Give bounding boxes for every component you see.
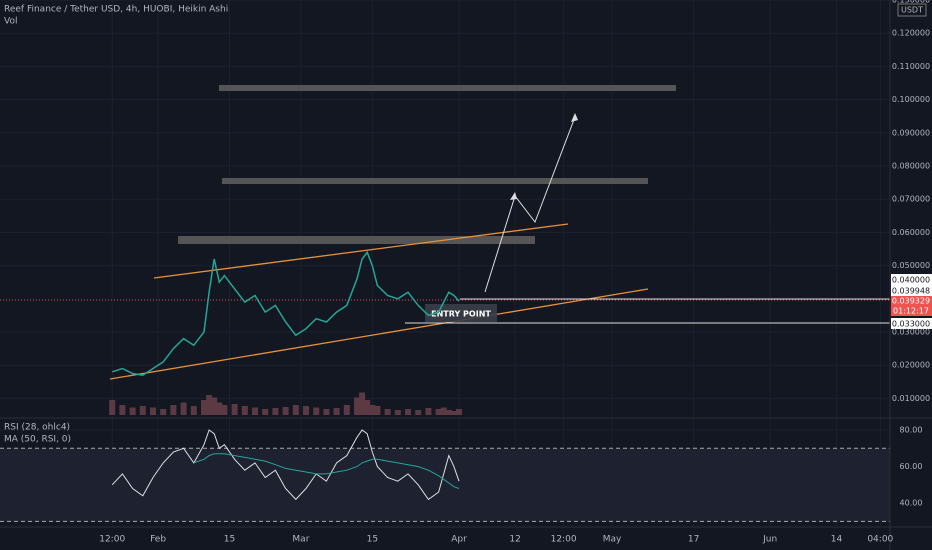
vol-label: Vol [4, 17, 17, 27]
y-tick-label: 0.030000 [892, 328, 930, 337]
y-tick-label: 0.020000 [892, 361, 930, 370]
volume-bar [364, 400, 371, 415]
ma-label: MA (50, RSI, 0) [4, 435, 71, 445]
price-tag [891, 286, 932, 296]
volume-bar [374, 406, 381, 415]
volume-bar [343, 405, 350, 415]
volume-bar [190, 406, 197, 415]
x-tick-label: 15 [367, 535, 378, 545]
rsi-band-fill [0, 448, 890, 522]
y-tick-label: 0.070000 [892, 195, 930, 204]
entry-box [425, 304, 497, 322]
rsi-title: RSI (28, ohlc4) [4, 423, 70, 433]
x-tick-label: May [603, 535, 622, 545]
y-tick-label: 0.050000 [892, 261, 930, 270]
volume-bar [272, 408, 279, 415]
volume-bar [359, 392, 366, 415]
y-tick-label: 0.100000 [892, 95, 930, 104]
volume-bar [211, 397, 218, 415]
volume-bar [435, 409, 442, 415]
x-tick-label: Feb [150, 535, 166, 545]
plot [109, 250, 463, 501]
volume-bar [323, 409, 330, 415]
volume-bar [170, 405, 177, 415]
volume-bar [333, 408, 340, 415]
volume-bar [456, 409, 463, 415]
symbol-title: Reef Finance / Tether USD, 4h, HUOBI, He… [4, 5, 228, 15]
y-tick-label: 0.130000 [892, 0, 930, 5]
volume-bar [292, 405, 299, 415]
volume-bar [394, 410, 401, 415]
x-tick-label: 12:00 [551, 535, 577, 545]
arrow-head [571, 113, 578, 122]
y-tick-label: 0.090000 [892, 128, 930, 137]
x-tick-label: Apr [451, 535, 467, 545]
volume-bar [119, 405, 126, 415]
y-tick-label: 0.120000 [892, 29, 930, 38]
volume-bar [150, 407, 157, 415]
rsi-line [111, 429, 460, 501]
volume-bar [450, 411, 457, 415]
x-tick-label: Mar [292, 535, 309, 545]
volume-bar [252, 407, 259, 415]
price-tag-label: 0.040000 [892, 276, 930, 285]
trend-line [153, 223, 569, 279]
volume-bar [405, 409, 412, 415]
volume-bar [415, 410, 422, 415]
trend-line [109, 288, 649, 380]
currency-box[interactable] [897, 3, 927, 17]
volume-bar [109, 400, 116, 415]
x-tick-label: Jun [762, 535, 777, 545]
volume-bar [201, 400, 208, 415]
volume-bar [369, 405, 376, 415]
price-line [111, 250, 460, 376]
x-tick-label: 12 [509, 535, 520, 545]
x-tick-label: 17 [688, 535, 699, 545]
volume-bar [354, 397, 361, 415]
y-tick-label: 80.00 [900, 426, 923, 435]
y-tick-label: 60.00 [900, 462, 923, 471]
volume-bar [206, 395, 213, 415]
price-tag [891, 274, 932, 286]
y-tick-label: 0.080000 [892, 162, 930, 171]
price-tag-label: 0.039948 [892, 287, 930, 296]
volume-bar [160, 409, 167, 415]
rsi-line [193, 453, 460, 489]
volume-bar [384, 409, 391, 415]
price-tag-label: 0.039329 [892, 297, 930, 306]
currency-label[interactable]: USDT [901, 6, 923, 15]
arrow-head [510, 192, 517, 200]
projection-arrow [484, 116, 576, 293]
y-tick-label: 40.00 [900, 499, 923, 508]
x-tick-label: 15 [224, 535, 235, 545]
countdown-label: 01:12:17 [893, 307, 929, 316]
volume-bar [221, 405, 228, 415]
volume-bar [180, 402, 187, 415]
volume-bar [139, 406, 146, 415]
volume-bar [129, 407, 136, 415]
volume-bar [216, 402, 223, 415]
price-tag [891, 318, 932, 329]
entry-label: ENTRY POINT [431, 310, 491, 319]
volume-bar [282, 407, 289, 415]
volume-bar [262, 409, 269, 415]
y-tick-label: 0.060000 [892, 228, 930, 237]
price-tag [891, 296, 932, 316]
y-tick-label: 0.110000 [892, 62, 930, 71]
rsi-band [0, 447, 890, 522]
volume-bar [425, 408, 432, 415]
x-tick-label: 14 [831, 535, 843, 545]
volume-bar [313, 407, 320, 415]
x-tick-label: 04:00 [867, 535, 893, 545]
volume-bar [445, 410, 452, 415]
x-tick-label: 12:00 [99, 535, 125, 545]
volume-bar [231, 404, 238, 415]
volume-bar [440, 407, 447, 415]
price-tag-label: 0.033000 [892, 320, 930, 329]
y-tick-label: 0.010000 [892, 394, 930, 403]
volume-bar [303, 406, 310, 415]
volume-bar [241, 406, 248, 415]
